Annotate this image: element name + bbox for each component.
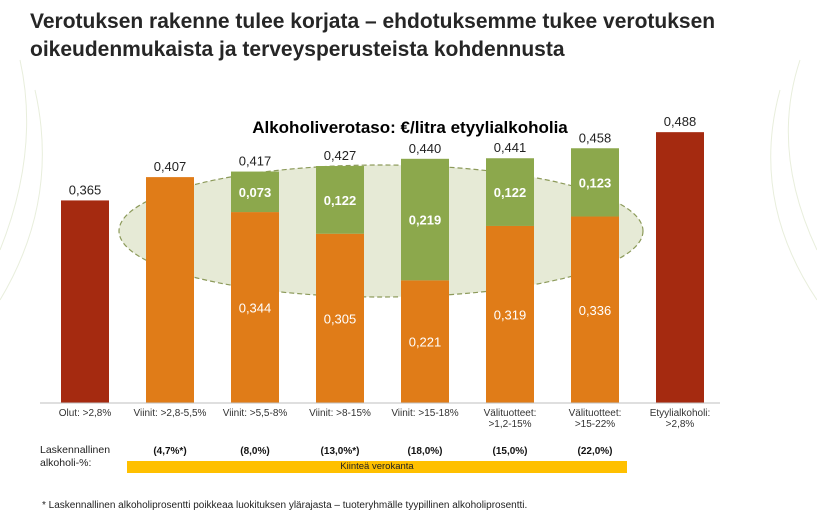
alcohol-pct-value: (4,7%*) [153,446,187,457]
fixed-tax-band: Kiinteä verokanta [127,461,627,473]
footnote: * Laskennallinen alkoholiprosentti poikk… [42,500,528,511]
bar-standalone [656,132,704,403]
bar-increase-label: 0,122 [324,193,357,208]
x-tick-label: Olut: >2,8% [58,408,112,419]
bar-increase [571,148,619,217]
bar-base-label: 0,221 [409,335,442,350]
bar-base [401,280,449,403]
bar-increase-label: 0,122 [494,185,527,200]
alcohol-pct-value: (18,0%) [407,446,443,457]
bar-total-label: 0,458 [579,130,612,145]
bar-total-label: 0,365 [69,182,102,197]
bar-standalone [61,200,109,403]
alcohol-pct-row-label: Laskennallinen alkoholi-%: [40,444,111,469]
x-tick-label: Viinit: >5,5-8% [222,408,288,419]
alcohol-pct-value: (8,0%) [240,446,270,457]
bar-base [316,233,364,403]
bar-base-label: 0,344 [239,301,272,316]
chart-title: Alkoholiverotaso: €/litra etyylialkoholi… [252,118,568,137]
x-tick-label: Etyylialkoholi: >2,8% [649,408,711,430]
x-tick-label: Välituotteet: >15-22% [568,408,622,430]
bar-total-label: 0,440 [409,141,442,156]
page-title: Verotuksen rakenne tulee korjata – ehdot… [30,10,716,61]
bar-increase-label: 0,073 [239,185,272,200]
bar-increase-label: 0,219 [409,213,442,228]
bar-base-label: 0,407 [154,159,187,174]
x-tick-label: Viinit: >2,8-5,5% [133,408,207,419]
bar-base-label: 0,336 [579,303,612,318]
x-tick-label: Viinit: >15-18% [391,408,459,419]
highlight-ellipse [118,164,644,298]
bar-base [146,177,194,403]
bar-total-label: 0,441 [494,140,527,155]
bar-base-label: 0,319 [494,307,527,322]
bar-increase-label: 0,123 [579,175,612,190]
alcohol-pct-value: (13,0%*) [320,446,360,457]
bar-base-label: 0,305 [324,311,357,326]
x-tick-label: Välituotteet: >1,2-15% [483,408,537,430]
alcohol-pct-value: (15,0%) [492,446,528,457]
bar-increase [231,171,279,213]
bar-base [571,216,619,403]
bar-total-label: 0,488 [664,114,697,129]
x-tick-label: Viinit: >8-15% [309,408,371,419]
bar-base [486,225,534,403]
bar-total-label: 0,417 [239,154,272,169]
bar-increase [316,166,364,234]
bar-base [231,212,279,403]
bar-increase [486,158,534,226]
bar-increase [401,158,449,281]
bar-total-label: 0,427 [324,148,357,163]
alcohol-pct-value: (22,0%) [577,446,613,457]
